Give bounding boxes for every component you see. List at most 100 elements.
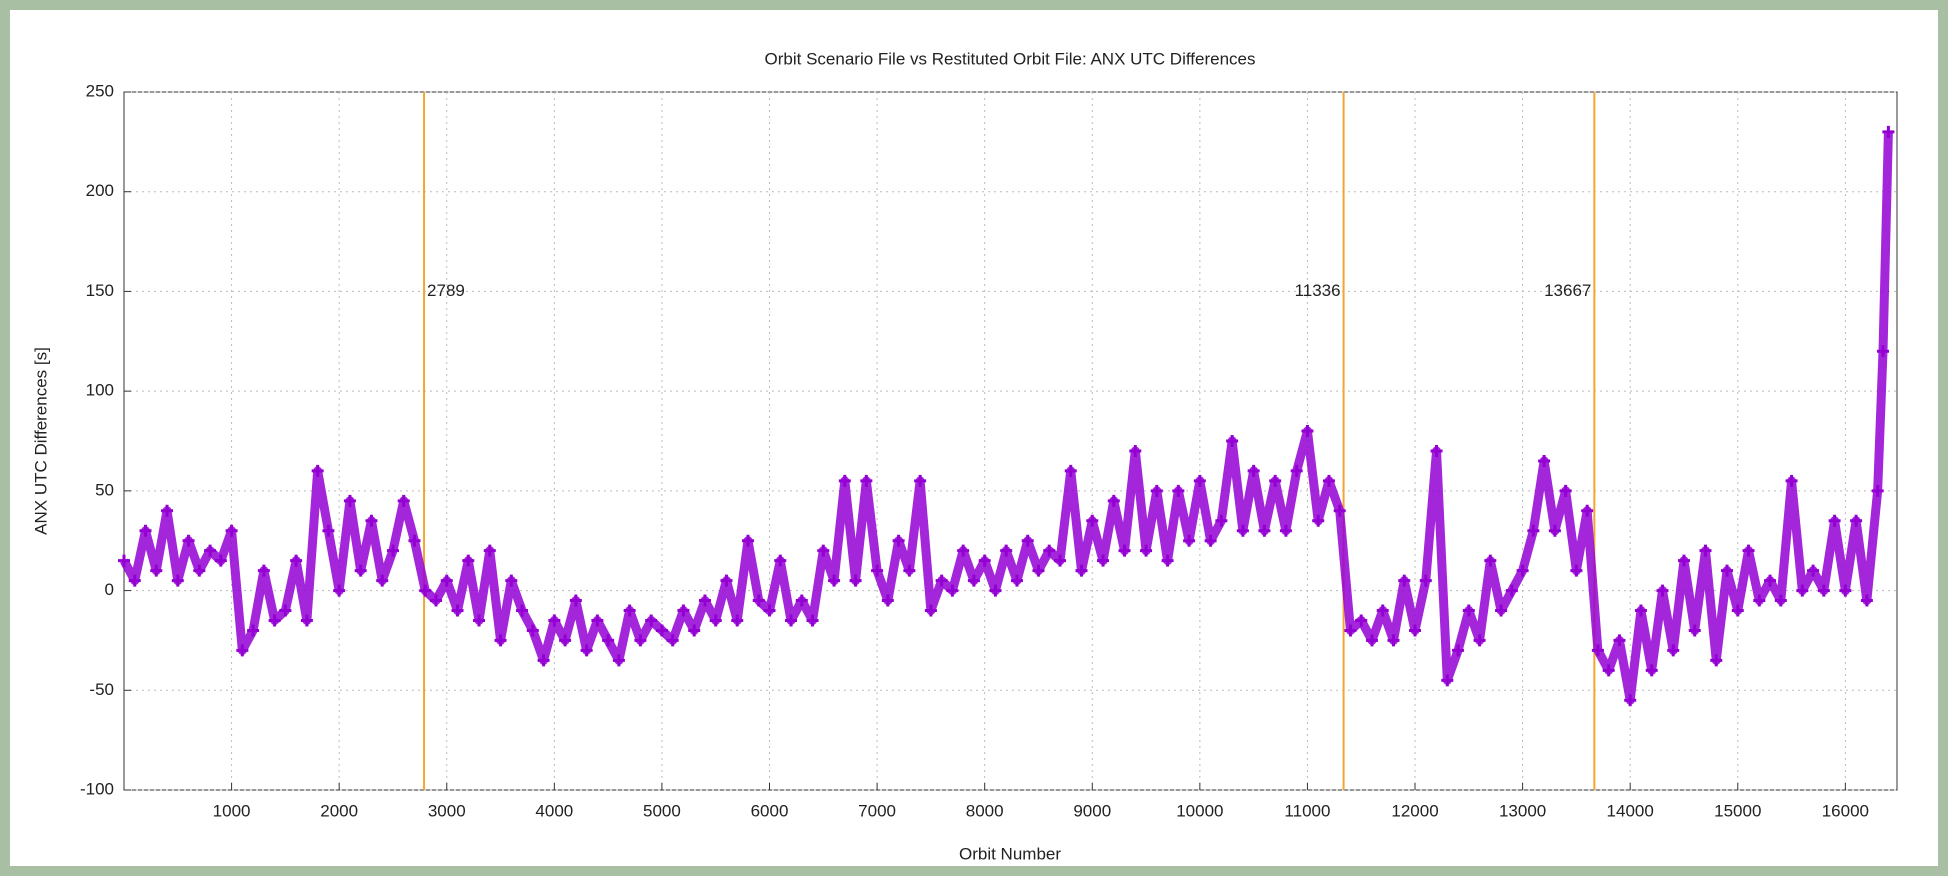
- annotation-label: 13667: [1544, 281, 1591, 300]
- y-tick-label: -50: [89, 680, 114, 699]
- point: [473, 614, 486, 627]
- point: [634, 634, 647, 647]
- point: [150, 564, 163, 577]
- point: [1871, 484, 1884, 497]
- point: [1882, 125, 1895, 138]
- point: [1570, 564, 1583, 577]
- point: [1409, 624, 1422, 637]
- point: [1559, 484, 1572, 497]
- point: [698, 594, 711, 607]
- point: [1043, 544, 1056, 557]
- point: [871, 564, 884, 577]
- point: [989, 584, 1002, 597]
- point: [1021, 534, 1034, 547]
- point: [139, 524, 152, 537]
- x-tick-label: 6000: [751, 801, 789, 820]
- point: [1226, 435, 1239, 447]
- point: [1172, 484, 1185, 497]
- point: [1010, 574, 1023, 587]
- point: [537, 654, 550, 667]
- point: [1118, 544, 1131, 557]
- point: [279, 604, 292, 617]
- point: [838, 474, 851, 487]
- x-tick-label: 7000: [858, 801, 896, 820]
- point: [1602, 664, 1615, 677]
- point: [849, 574, 862, 587]
- point: [333, 584, 346, 597]
- x-tick-label: 10000: [1176, 801, 1223, 820]
- point: [386, 544, 399, 557]
- point: [1236, 524, 1249, 537]
- point: [666, 634, 679, 647]
- point: [1150, 484, 1163, 497]
- point: [774, 554, 787, 567]
- point: [494, 634, 507, 647]
- point: [655, 624, 668, 637]
- point: [1516, 564, 1529, 577]
- point: [1613, 634, 1626, 647]
- point: [451, 604, 464, 617]
- point: [924, 604, 937, 617]
- point: [720, 574, 733, 587]
- point: [1538, 454, 1551, 467]
- point: [311, 464, 324, 477]
- point: [1527, 524, 1540, 537]
- y-tick-label: 50: [95, 480, 114, 499]
- x-tick-label: 8000: [966, 801, 1004, 820]
- point: [1000, 544, 1013, 557]
- point: [559, 634, 572, 647]
- point: [1828, 514, 1841, 527]
- chart-title: Orbit Scenario File vs Restituted Orbit …: [765, 49, 1256, 68]
- point: [1269, 474, 1282, 487]
- point: [1495, 604, 1508, 617]
- point: [957, 544, 970, 557]
- point: [118, 554, 130, 567]
- point: [408, 534, 421, 547]
- point: [569, 594, 582, 607]
- x-tick-label: 14000: [1607, 801, 1654, 820]
- series-line: [120, 131, 1893, 705]
- x-tick-label: 12000: [1391, 801, 1438, 820]
- point: [1365, 634, 1378, 647]
- point: [1075, 564, 1088, 577]
- y-tick-label: 150: [86, 281, 114, 300]
- point: [1452, 644, 1465, 657]
- point: [505, 574, 518, 587]
- point: [752, 594, 765, 607]
- point: [1064, 464, 1077, 477]
- point: [268, 614, 281, 627]
- x-tick-label: 11000: [1284, 801, 1330, 820]
- point: [709, 614, 722, 627]
- point: [1312, 514, 1325, 527]
- point: [860, 474, 873, 487]
- point: [1419, 574, 1432, 587]
- point: [1774, 594, 1787, 607]
- point: [1796, 584, 1809, 597]
- x-tick-label: 3000: [428, 801, 466, 820]
- point: [1290, 464, 1303, 477]
- point: [903, 564, 916, 577]
- x-tick-label: 5000: [643, 801, 681, 820]
- point: [1344, 624, 1357, 637]
- point: [795, 594, 808, 607]
- point: [1193, 474, 1206, 487]
- y-tick-label: -100: [80, 779, 114, 798]
- frame: [10, 10, 1938, 866]
- point: [548, 614, 561, 627]
- point: [623, 604, 636, 617]
- point: [1667, 644, 1680, 657]
- point: [1731, 604, 1744, 617]
- point: [1097, 554, 1110, 567]
- point: [429, 594, 442, 607]
- point: [1183, 534, 1196, 547]
- y-tick-label: 200: [86, 181, 114, 200]
- x-tick-label: 4000: [535, 801, 573, 820]
- x-tick-label: 15000: [1714, 801, 1761, 820]
- point: [1258, 524, 1271, 537]
- point: [483, 544, 496, 557]
- point: [161, 504, 174, 517]
- y-tick-label: 100: [86, 381, 114, 400]
- point: [1161, 554, 1174, 567]
- point: [1204, 534, 1217, 547]
